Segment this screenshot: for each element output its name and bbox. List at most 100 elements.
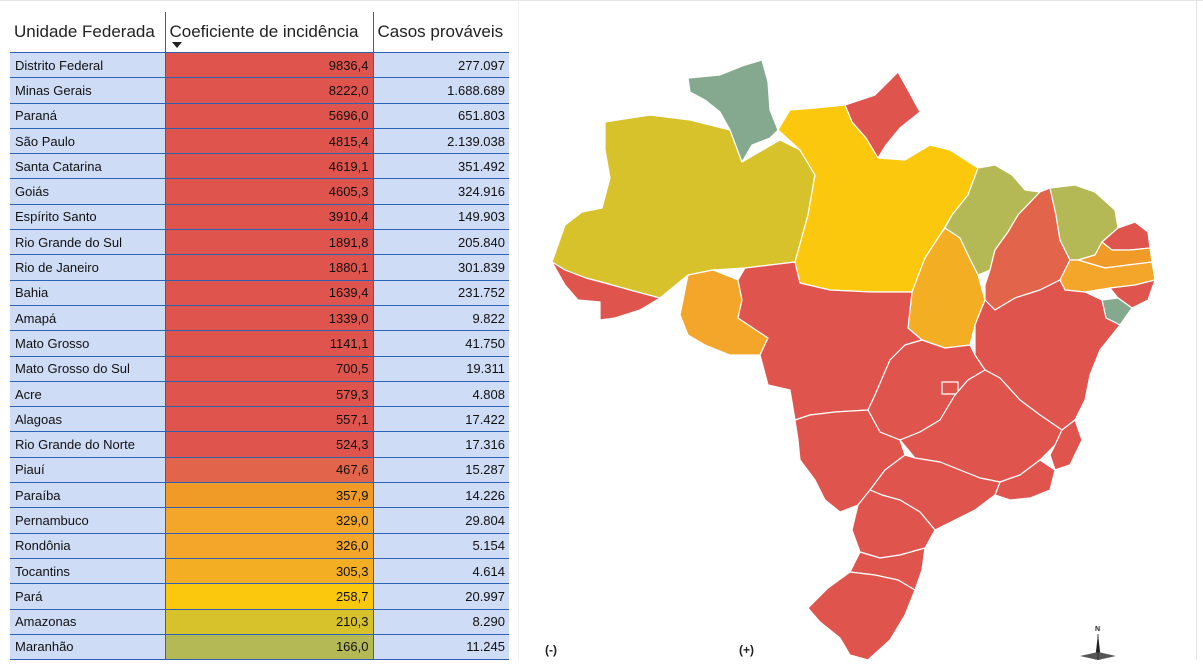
table-row[interactable]: Mato Grosso 1141,1 41.750 <box>10 330 509 357</box>
table-row[interactable]: Acre 579,3 4.808 <box>10 381 509 408</box>
table-row[interactable]: Alagoas 557,1 17.422 <box>10 406 509 433</box>
cell-casos-provaveis: 4.614 <box>373 558 509 585</box>
table-row[interactable]: Goiás 4605,3 324.916 <box>10 178 509 205</box>
state-rio-de-janeiro[interactable] <box>994 459 1056 501</box>
cell-unidade-federada: Espírito Santo <box>10 204 166 231</box>
table-row[interactable]: Paraná 5696,0 651.803 <box>10 103 509 129</box>
panel-divider <box>518 0 519 660</box>
cell-coeficiente: 524,3 <box>165 431 374 458</box>
table-row[interactable]: Mato Grosso do Sul 700,5 19.311 <box>10 356 509 382</box>
cell-casos-provaveis: 20.997 <box>373 583 509 610</box>
cell-unidade-federada: Acre <box>10 381 166 408</box>
cell-coeficiente: 4619,1 <box>165 153 374 180</box>
state-rio-grande-do-sul[interactable] <box>807 571 916 661</box>
cell-coeficiente: 700,5 <box>165 356 374 382</box>
cell-unidade-federada: Pará <box>10 583 166 610</box>
table-row[interactable]: Rio Grande do Sul 1891,8 205.840 <box>10 229 509 256</box>
legend-high-label: (+) <box>739 643 754 657</box>
state-acre[interactable] <box>551 261 661 321</box>
right-border <box>1196 0 1197 660</box>
cell-coeficiente: 467,6 <box>165 457 374 484</box>
cell-unidade-federada: Santa Catarina <box>10 153 166 180</box>
cell-casos-provaveis: 205.840 <box>373 229 509 256</box>
incidence-table: Unidade Federada Coeficiente de incidênc… <box>10 12 509 660</box>
cell-coeficiente: 1891,8 <box>165 229 374 256</box>
cell-coeficiente: 210,3 <box>165 609 374 635</box>
cell-casos-provaveis: 15.287 <box>373 457 509 484</box>
cell-coeficiente: 5696,0 <box>165 103 374 129</box>
sort-descending-icon[interactable] <box>171 42 182 48</box>
cell-casos-provaveis: 231.752 <box>373 280 509 306</box>
cell-coeficiente: 326,0 <box>165 533 374 559</box>
table-row[interactable]: Tocantins 305,3 4.614 <box>10 558 509 585</box>
cell-unidade-federada: Goiás <box>10 178 166 205</box>
cell-casos-provaveis: 1.688.689 <box>373 77 509 104</box>
cell-casos-provaveis: 149.903 <box>373 204 509 231</box>
cell-coeficiente: 557,1 <box>165 406 374 433</box>
cell-coeficiente: 4605,3 <box>165 178 374 205</box>
table-row[interactable]: Santa Catarina 4619,1 351.492 <box>10 153 509 180</box>
compass-north-label: N <box>1095 626 1100 633</box>
table-row[interactable]: Rio Grande do Norte 524,3 17.316 <box>10 431 509 458</box>
cell-casos-provaveis: 14.226 <box>373 482 509 509</box>
header-coeficiente[interactable]: Coeficiente de incidência <box>165 12 374 53</box>
state-distrito-federal[interactable] <box>941 381 959 395</box>
cell-coeficiente: 9836,4 <box>165 52 374 79</box>
table-row[interactable]: Amapá 1339,0 9.822 <box>10 305 509 332</box>
cell-unidade-federada: Tocantins <box>10 558 166 585</box>
cell-unidade-federada: Mato Grosso <box>10 330 166 357</box>
table-row[interactable]: Piauí 467,6 15.287 <box>10 457 509 484</box>
cell-coeficiente: 305,3 <box>165 558 374 585</box>
cell-coeficiente: 1639,4 <box>165 280 374 306</box>
header-casos-provaveis[interactable]: Casos prováveis <box>373 12 509 53</box>
brazil-map-svg <box>551 59 1156 661</box>
cell-coeficiente: 3910,4 <box>165 204 374 231</box>
cell-unidade-federada: Mato Grosso do Sul <box>10 356 166 382</box>
compass-rose-icon: N <box>1080 626 1116 660</box>
table-row[interactable]: Distrito Federal 9836,4 277.097 <box>10 52 509 79</box>
cell-casos-provaveis: 2.139.038 <box>373 128 509 155</box>
cell-casos-provaveis: 351.492 <box>373 153 509 180</box>
cell-unidade-federada: Bahia <box>10 280 166 306</box>
cell-unidade-federada: Paraná <box>10 103 166 129</box>
cell-casos-provaveis: 5.154 <box>373 533 509 559</box>
cell-unidade-federada: Pernambuco <box>10 507 166 534</box>
cell-coeficiente: 579,3 <box>165 381 374 408</box>
cell-unidade-federada: Distrito Federal <box>10 52 166 79</box>
incidence-table-panel: Unidade Federada Coeficiente de incidênc… <box>10 12 510 660</box>
cell-casos-provaveis: 277.097 <box>373 52 509 79</box>
legend-low-label: (-) <box>545 643 557 657</box>
table-row[interactable]: Pernambuco 329,0 29.804 <box>10 507 509 534</box>
table-row[interactable]: Minas Gerais 8222,0 1.688.689 <box>10 77 509 104</box>
state-roraima[interactable] <box>687 59 779 163</box>
cell-casos-provaveis: 324.916 <box>373 178 509 205</box>
cell-coeficiente: 357,9 <box>165 482 374 509</box>
brazil-map <box>530 40 1170 661</box>
cell-coeficiente: 8222,0 <box>165 77 374 104</box>
table-row[interactable]: Espírito Santo 3910,4 149.903 <box>10 204 509 231</box>
table-row[interactable]: Maranhão 166,0 11.245 <box>10 634 509 660</box>
table-row[interactable]: Pará 258,7 20.997 <box>10 583 509 610</box>
cell-casos-provaveis: 4.808 <box>373 381 509 408</box>
cell-casos-provaveis: 11.245 <box>373 634 509 660</box>
table-row[interactable]: São Paulo 4815,4 2.139.038 <box>10 128 509 155</box>
cell-coeficiente: 329,0 <box>165 507 374 534</box>
cell-coeficiente: 1339,0 <box>165 305 374 332</box>
cell-unidade-federada: Minas Gerais <box>10 77 166 104</box>
state-parana[interactable] <box>851 489 936 559</box>
table-row[interactable]: Amazonas 210,3 8.290 <box>10 609 509 635</box>
cell-casos-provaveis: 301.839 <box>373 254 509 281</box>
cell-casos-provaveis: 29.804 <box>373 507 509 534</box>
header-unidade-federada[interactable]: Unidade Federada <box>10 12 166 53</box>
cell-unidade-federada: Amazonas <box>10 609 166 635</box>
table-row[interactable]: Paraíba 357,9 14.226 <box>10 482 509 509</box>
cell-casos-provaveis: 19.311 <box>373 356 509 382</box>
table-row[interactable]: Rio de Janeiro 1880,1 301.839 <box>10 254 509 281</box>
cell-coeficiente: 4815,4 <box>165 128 374 155</box>
table-header-row: Unidade Federada Coeficiente de incidênc… <box>10 12 509 53</box>
state-espirito-santo[interactable] <box>1049 419 1083 471</box>
table-row[interactable]: Rondônia 326,0 5.154 <box>10 533 509 559</box>
cell-unidade-federada: Paraíba <box>10 482 166 509</box>
header-coeficiente-label: Coeficiente de incidência <box>169 22 359 41</box>
table-row[interactable]: Bahia 1639,4 231.752 <box>10 280 509 306</box>
